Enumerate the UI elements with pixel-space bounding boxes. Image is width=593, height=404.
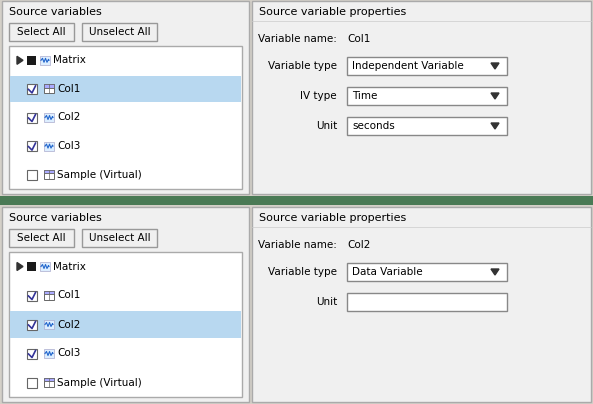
Bar — [27, 141, 37, 151]
Text: Col3: Col3 — [57, 141, 81, 151]
Bar — [347, 57, 507, 75]
Text: Variable type: Variable type — [268, 267, 337, 277]
Text: Source variables: Source variables — [9, 7, 102, 17]
Bar — [347, 87, 507, 105]
Bar — [44, 141, 54, 151]
Bar — [27, 112, 37, 122]
Text: Matrix: Matrix — [53, 55, 86, 65]
Bar — [44, 349, 54, 358]
Polygon shape — [17, 56, 23, 64]
Bar — [27, 377, 37, 387]
Bar — [27, 56, 36, 65]
Bar — [252, 1, 591, 194]
Bar — [82, 23, 157, 41]
Text: Source variable properties: Source variable properties — [259, 7, 406, 17]
Text: Source variables: Source variables — [9, 213, 102, 223]
Text: Variable type: Variable type — [268, 61, 337, 71]
Text: Select All: Select All — [17, 233, 66, 243]
Bar — [27, 170, 37, 180]
Bar — [9, 23, 74, 41]
Bar — [27, 262, 36, 271]
Polygon shape — [17, 263, 23, 271]
Text: Source variable properties: Source variable properties — [259, 213, 406, 223]
Bar — [44, 170, 54, 179]
Bar — [27, 84, 37, 94]
Text: Col2: Col2 — [57, 320, 81, 330]
Text: Col2: Col2 — [57, 112, 81, 122]
Bar — [27, 290, 37, 301]
Text: Data Variable: Data Variable — [352, 267, 423, 277]
Bar — [27, 349, 37, 358]
Text: Col1: Col1 — [57, 84, 81, 94]
Text: seconds: seconds — [352, 121, 395, 131]
Bar — [347, 117, 507, 135]
Text: Col3: Col3 — [57, 349, 81, 358]
Polygon shape — [491, 123, 499, 129]
Bar — [10, 311, 241, 338]
Polygon shape — [491, 63, 499, 69]
Bar — [44, 320, 54, 329]
Text: Matrix: Matrix — [53, 261, 86, 271]
Text: Unit: Unit — [315, 297, 337, 307]
Bar — [347, 293, 507, 311]
Text: Time: Time — [352, 91, 377, 101]
Text: Independent Variable: Independent Variable — [352, 61, 464, 71]
Text: IV type: IV type — [301, 91, 337, 101]
Bar — [44, 378, 54, 381]
Polygon shape — [491, 93, 499, 99]
Bar — [9, 229, 74, 247]
Bar — [44, 84, 54, 88]
Text: Select All: Select All — [17, 27, 66, 37]
Text: Col2: Col2 — [347, 240, 371, 250]
Text: Sample (Virtual): Sample (Virtual) — [57, 377, 142, 387]
Bar — [40, 262, 50, 271]
Text: Unselect All: Unselect All — [89, 27, 150, 37]
Bar — [40, 56, 50, 65]
Text: Variable name:: Variable name: — [258, 240, 337, 250]
Text: Variable name:: Variable name: — [258, 34, 337, 44]
Bar — [44, 378, 54, 387]
Text: Unselect All: Unselect All — [89, 233, 150, 243]
Bar — [9, 252, 242, 397]
Bar — [0, 196, 593, 205]
Text: Unit: Unit — [315, 121, 337, 131]
Bar — [44, 170, 54, 173]
Bar — [27, 320, 37, 330]
Bar — [44, 291, 54, 300]
Bar — [82, 229, 157, 247]
Bar — [44, 84, 54, 93]
Bar — [44, 113, 54, 122]
Bar — [44, 291, 54, 294]
Bar — [9, 46, 242, 189]
Bar — [2, 1, 249, 194]
Bar — [10, 76, 241, 102]
Text: Sample (Virtual): Sample (Virtual) — [57, 170, 142, 180]
Text: Col1: Col1 — [57, 290, 81, 301]
Bar — [2, 207, 249, 402]
Bar — [252, 207, 591, 402]
Polygon shape — [491, 269, 499, 275]
Bar — [347, 263, 507, 281]
Text: Col1: Col1 — [347, 34, 371, 44]
